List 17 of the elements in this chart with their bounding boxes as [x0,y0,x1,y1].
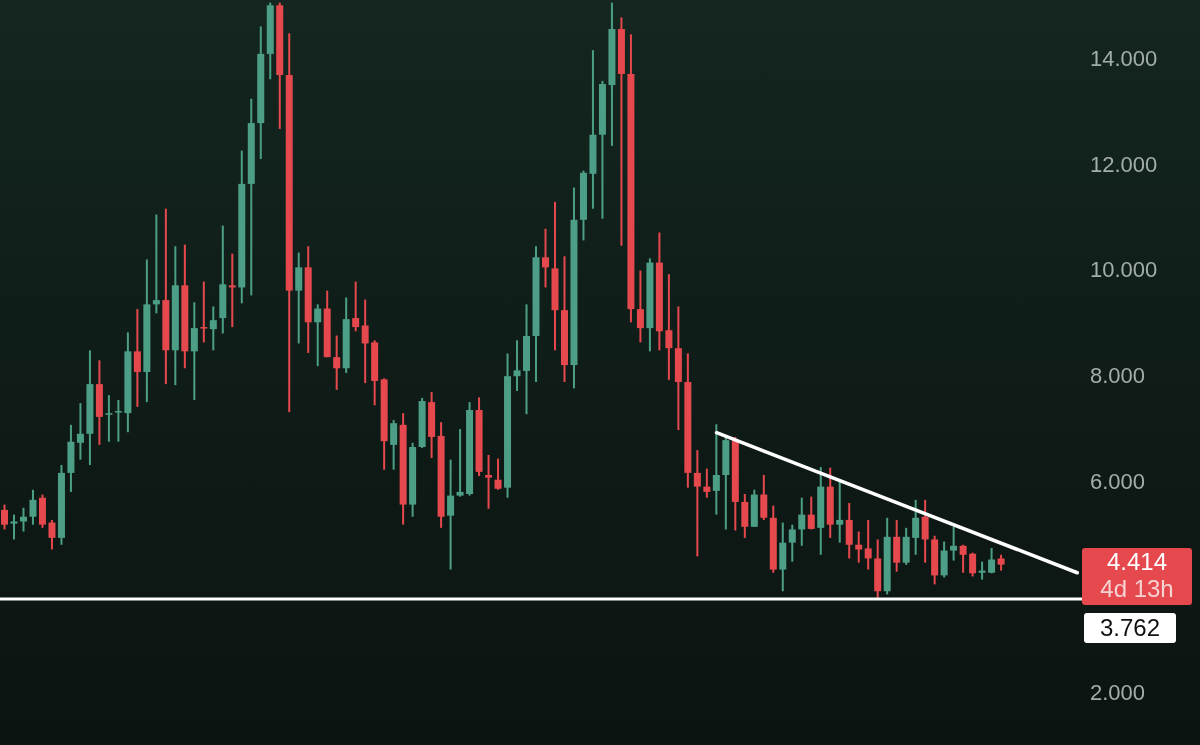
candlestick [200,281,208,343]
text: 4d 13h [1099,574,1175,602]
candlestick [228,253,236,328]
y-tick-label: 12.000 [1090,151,1158,177]
y-tick-label: 2.000 [1090,679,1146,705]
candlestick [105,395,113,442]
candlestick [152,214,160,314]
candlestick [485,454,493,509]
candlestick [836,481,844,543]
y-tick-label: 14.000 [1090,45,1158,71]
y-tick-label: 8.000 [1090,362,1146,388]
text: 4.414 [1105,547,1169,576]
candlestick [456,429,464,497]
ref-line-label: 3.762 [1084,613,1176,644]
y-tick-label: 6.000 [1090,468,1146,494]
y-tick-label: 10.000 [1090,257,1158,283]
candlestick [114,399,122,442]
